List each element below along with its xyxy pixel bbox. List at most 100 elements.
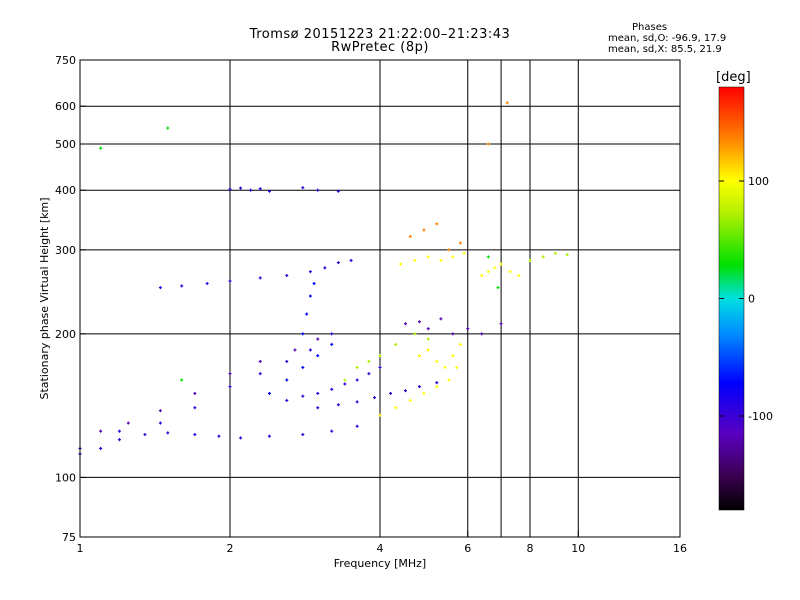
data-point [378, 354, 382, 358]
data-point [499, 322, 503, 326]
data-point [301, 433, 305, 437]
data-point [373, 396, 377, 400]
data-point [158, 286, 162, 290]
data-point [305, 312, 309, 316]
data-point [355, 424, 359, 428]
data-point [316, 354, 320, 358]
data-point [486, 142, 490, 146]
data-point [355, 400, 359, 404]
colorbar-tick-label: -100 [748, 410, 773, 423]
data-point [499, 262, 503, 266]
data-point [312, 281, 316, 285]
data-point [389, 391, 393, 395]
data-point [293, 348, 297, 352]
data-point [301, 186, 305, 190]
data-point [480, 332, 484, 336]
data-point [355, 365, 359, 369]
data-point [316, 406, 320, 410]
x-tick-label: 2 [227, 542, 234, 555]
x-tick-label: 6 [464, 542, 471, 555]
data-point [439, 258, 443, 262]
colorbar-ticks: 100 0 -100 [719, 175, 773, 423]
data-point [330, 342, 334, 346]
data-point [267, 434, 271, 438]
data-point [316, 337, 320, 341]
data-point [285, 274, 289, 278]
data-point [462, 251, 466, 255]
data-point [447, 378, 451, 382]
data-point [99, 446, 103, 450]
data-point [308, 294, 312, 298]
data-point [228, 385, 232, 389]
data-point [301, 365, 305, 369]
data-point [316, 391, 320, 395]
x-axis-ticks: 1 2 4 6 8 10 16 [77, 531, 687, 555]
data-point [403, 322, 407, 326]
data-point [285, 359, 289, 363]
x-tick-label: 1 [77, 542, 84, 555]
data-point [308, 348, 312, 352]
data-point [158, 409, 162, 413]
data-point [408, 398, 412, 402]
y-tick-label: 200 [55, 328, 76, 341]
data-point [143, 433, 147, 437]
y-tick-label: 75 [62, 531, 76, 544]
data-point [99, 429, 103, 433]
colorbar-label: [deg] [716, 70, 751, 85]
data-point [228, 187, 232, 191]
data-point [193, 433, 197, 437]
data-point [439, 317, 443, 321]
data-point [267, 189, 271, 193]
data-point [426, 327, 430, 331]
data-point [180, 284, 184, 288]
data-point [399, 262, 403, 266]
data-point [258, 372, 262, 376]
x-tick-label: 16 [673, 542, 687, 555]
data-points [78, 101, 569, 456]
data-point [408, 234, 412, 238]
data-point [435, 222, 439, 226]
data-point [451, 255, 455, 259]
phases-stats-o: mean, sd,O: -96.9, 17.9 [608, 33, 727, 44]
data-point [451, 332, 455, 336]
data-point [258, 187, 262, 191]
data-point [323, 266, 327, 270]
data-point [249, 188, 253, 192]
x-tick-label: 4 [377, 542, 384, 555]
data-point [426, 348, 430, 352]
data-point [496, 286, 500, 290]
data-point [426, 337, 430, 341]
phases-stats-x: mean, sd,X: 85.5, 21.9 [608, 44, 722, 55]
data-point [480, 274, 484, 278]
colorbar-tick-label: 100 [748, 175, 769, 188]
data-point [285, 378, 289, 382]
colorbar-tick-label: 0 [748, 293, 755, 306]
data-point [117, 438, 121, 442]
data-point [403, 389, 407, 393]
data-point [528, 258, 532, 262]
data-point [458, 241, 462, 245]
data-point [258, 359, 262, 363]
data-point [517, 274, 521, 278]
data-point [394, 406, 398, 410]
data-point [367, 372, 371, 376]
data-point [205, 281, 209, 285]
y-tick-label: 400 [55, 184, 76, 197]
data-point [435, 381, 439, 385]
x-axis-label: Frequency [MHz] [334, 557, 426, 570]
data-point [126, 421, 130, 425]
data-point [435, 359, 439, 363]
data-point [355, 378, 359, 382]
data-point [330, 387, 334, 391]
data-point [417, 320, 421, 324]
data-point [505, 101, 509, 105]
data-point [493, 266, 497, 270]
chart-title: Tromsø 20151223 21:22:00–21:23:43 [249, 27, 511, 42]
data-point [466, 327, 470, 331]
data-point [336, 189, 340, 193]
data-point [239, 186, 243, 190]
data-point [486, 255, 490, 259]
data-point [565, 253, 569, 257]
data-point [99, 146, 103, 150]
